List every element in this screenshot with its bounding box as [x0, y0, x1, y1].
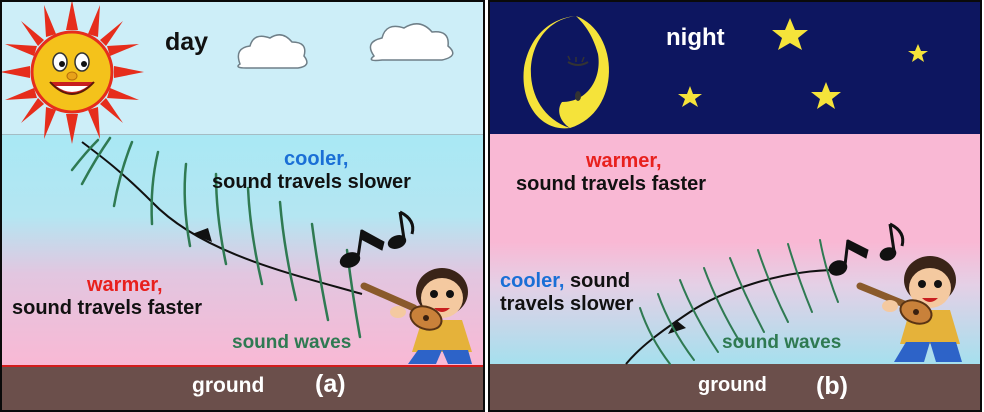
music-note-icon — [339, 210, 415, 268]
sound-wavefronts — [639, 239, 839, 365]
day-upper-label: cooler, sound travels slower — [212, 148, 411, 194]
panel-night: night warmer, sound travels faster coole… — [488, 0, 982, 412]
night-lower-label-rest-2: travels slower — [500, 293, 634, 315]
day-title: day — [165, 28, 209, 56]
star-icon — [908, 44, 928, 62]
day-lower-label-colored: warmer, — [87, 274, 163, 296]
day-ground-label: ground — [192, 374, 265, 397]
music-note-icon — [828, 222, 905, 276]
day-air — [2, 135, 483, 367]
guitar-player-icon — [360, 268, 472, 364]
night-upper-label: warmer, sound travels faster — [516, 150, 706, 196]
night-waves-label: sound waves — [722, 332, 842, 353]
star-icon — [811, 82, 841, 109]
night-panel-label: (b) — [816, 372, 848, 400]
day-lower-label: warmer, sound travels faster — [12, 274, 202, 320]
ray-arrowhead — [192, 228, 212, 242]
night-upper-label-rest: sound travels faster — [516, 173, 707, 195]
panel-day: day cooler, sound travels slower warmer,… — [0, 0, 485, 412]
day-upper-label-colored: cooler, — [284, 148, 349, 170]
ray-arrowhead — [668, 320, 686, 334]
star-icon — [678, 86, 702, 107]
night-ground-label: ground — [698, 374, 767, 396]
day-ground — [2, 365, 483, 410]
cloud-icon — [369, 23, 454, 62]
day-waves-label: sound waves — [232, 332, 352, 353]
panel-night-art — [490, 2, 980, 410]
sound-wavefronts — [70, 136, 362, 339]
night-ground — [490, 364, 980, 410]
night-upper-label-colored: warmer, — [586, 150, 662, 172]
panel-day-art — [2, 2, 483, 410]
night-lower-label-rest-1: sound — [564, 270, 631, 292]
day-upper-label-rest: sound travels slower — [212, 171, 411, 193]
guitar-player-icon — [856, 256, 962, 362]
night-lower-label: cooler, sound travels slower — [500, 270, 633, 316]
night-lower-label-colored: cooler, — [500, 270, 565, 292]
sun-icon — [2, 2, 144, 144]
sound-ray — [81, 141, 363, 295]
star-icon — [772, 18, 808, 50]
day-panel-label: (a) — [315, 370, 346, 398]
night-title: night — [666, 24, 725, 51]
day-lower-label-rest: sound travels faster — [12, 297, 203, 319]
cloud-icon — [237, 34, 308, 69]
moon-icon — [523, 16, 610, 129]
